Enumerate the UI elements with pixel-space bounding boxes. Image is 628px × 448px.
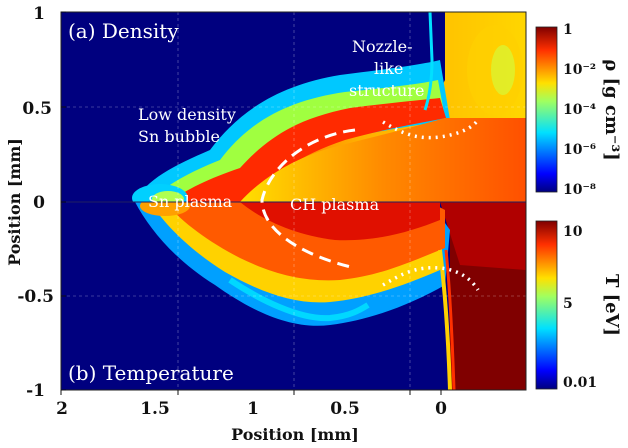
x-tick-label: 1 [247, 399, 259, 419]
density-colorbar-tick: 10⁻⁴ [563, 102, 596, 118]
density-colorbar-tick: 1 [563, 22, 573, 38]
annotation-ch-plasma: CH plasma [290, 195, 380, 214]
temperature-colorbar: 10 5 0.01 T [eV] [535, 220, 622, 391]
annotation-nozzle-line2: like [374, 59, 403, 78]
annotation-bubble-line2: Sn bubble [138, 127, 220, 146]
y-tick-label: -1 [26, 381, 45, 401]
y-tick-label: 0 [33, 193, 45, 213]
annotation-nozzle-line3: structure [349, 81, 424, 100]
annotation-sn-plasma: Sn plasma [148, 192, 233, 211]
temperature-colorbar-tick: 5 [563, 296, 573, 312]
temperature-colorbar-label: T [eV] [601, 274, 622, 336]
plot-area [60, 11, 527, 391]
interface-dashed-curve [260, 128, 356, 270]
annotation-bubble-line1: Low density [138, 105, 236, 124]
y-tick-label: 1 [33, 4, 45, 24]
x-axis: 2 1.5 1 0.5 0 Position [mm] [56, 390, 447, 444]
grid [61, 12, 526, 390]
x-tick-label: 2 [56, 399, 68, 419]
temperature-panel [135, 202, 526, 390]
y-axis-label: Position [mm] [5, 138, 24, 266]
temperature-panel-label: (b) Temperature [68, 361, 234, 385]
x-tick-label: 0 [435, 399, 447, 419]
density-colorbar-label: ρ [g cm⁻³] [601, 59, 622, 161]
density-colorbar-tick: 10⁻⁶ [563, 142, 596, 158]
density-panel [132, 12, 526, 202]
density-colorbar-tick: 10⁻² [563, 62, 596, 78]
x-tick-label: 1.5 [140, 399, 170, 419]
temperature-colorbar-tick: 10 [563, 224, 583, 240]
annotation-nozzle-line1: Nozzle- [352, 37, 412, 56]
y-tick-label: 0.5 [22, 99, 52, 119]
y-tick-label: -0.5 [17, 287, 54, 307]
x-tick-label: 0.5 [330, 399, 360, 419]
density-panel-label: (a) Density [68, 19, 179, 43]
x-axis-label: Position [mm] [231, 425, 359, 444]
y-axis: 1 0.5 0 -0.5 -1 Position [mm] [5, 4, 66, 401]
density-colorbar: 1 10⁻² 10⁻⁴ 10⁻⁶ 10⁻⁸ ρ [g cm⁻³] [535, 22, 622, 198]
temperature-colorbar-tick: 0.01 [563, 375, 597, 391]
density-colorbar-tick: 10⁻⁸ [563, 182, 596, 198]
